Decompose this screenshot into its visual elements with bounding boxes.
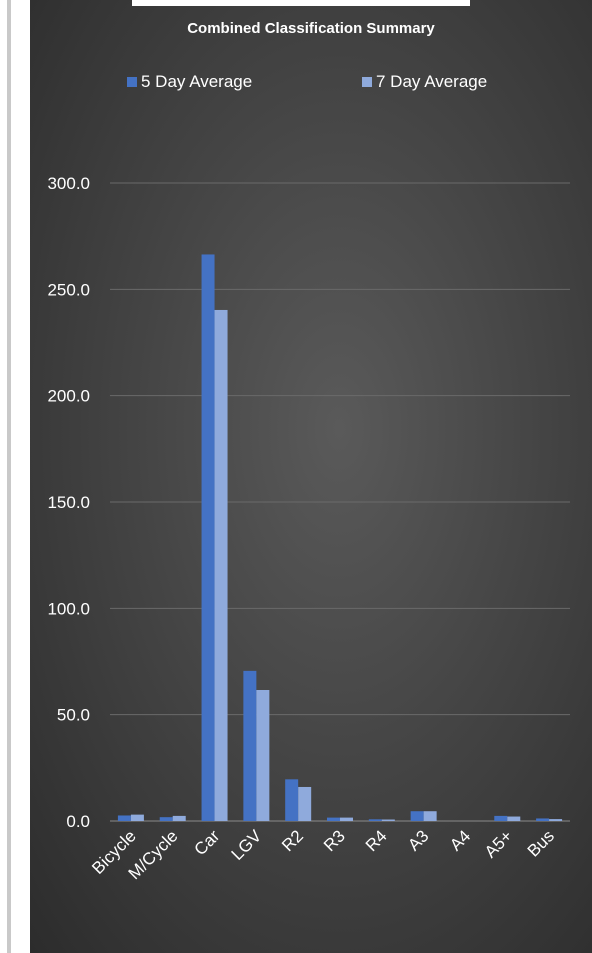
- bar-7-day: [214, 309, 228, 821]
- x-tick-label: R3: [320, 826, 349, 855]
- bar-7-day: [340, 817, 353, 821]
- bar-5-day: [285, 779, 299, 821]
- legend-item-5-day: 5 Day Average: [127, 72, 252, 92]
- y-tick-label: 150.0: [47, 493, 90, 512]
- bar-7-day: [507, 816, 521, 821]
- legend-swatch-7-day: [362, 77, 372, 87]
- left-border: [0, 0, 11, 953]
- bar-7-day: [256, 689, 270, 821]
- bar-5-day: [368, 819, 382, 821]
- x-tick-label: A3: [404, 826, 432, 854]
- x-tick-label: A5+: [481, 826, 516, 861]
- y-tick-label: 250.0: [47, 280, 90, 299]
- y-tick-label: 50.0: [57, 706, 90, 725]
- chart-title: Combined Classification Summary: [187, 20, 435, 37]
- bar-5-day: [494, 815, 508, 821]
- bar-7-day: [381, 819, 395, 821]
- title-bar: [132, 0, 470, 6]
- x-tick-label: LGV: [228, 826, 266, 864]
- bar-5-day: [117, 815, 131, 821]
- legend-item-7-day: 7 Day Average: [362, 72, 487, 92]
- bar-5-day: [536, 818, 550, 821]
- x-tick-label: A4: [446, 826, 474, 854]
- bar-5-day: [201, 254, 215, 821]
- bar-7-day: [423, 811, 437, 821]
- plot-area: 0.050.0100.0150.0200.0250.0300.0BicycleM…: [47, 174, 570, 883]
- bar-7-day: [130, 814, 144, 821]
- legend-label-5-day: 5 Day Average: [141, 72, 253, 91]
- bar-5-day: [410, 811, 424, 821]
- bar-7-day: [298, 786, 312, 821]
- bar-5-day: [243, 670, 257, 821]
- chart-area: Combined Classification Summary 5 Day Av…: [30, 0, 592, 953]
- bar-7-day: [549, 819, 563, 821]
- legend-label-7-day: 7 Day Average: [376, 72, 488, 91]
- x-tick-label: Bus: [524, 826, 558, 860]
- legend: 5 Day Average 7 Day Average: [30, 72, 592, 94]
- legend-swatch-5-day: [127, 77, 137, 87]
- bar-5-day: [159, 817, 173, 821]
- bar-5-day: [327, 817, 340, 821]
- y-tick-label: 0.0: [66, 812, 90, 831]
- x-tick-label: R2: [278, 826, 307, 855]
- y-tick-label: 100.0: [47, 599, 90, 618]
- x-tick-label: Car: [191, 826, 224, 859]
- x-tick-label: R4: [362, 826, 391, 855]
- bar-7-day: [172, 815, 186, 821]
- y-tick-label: 300.0: [47, 174, 90, 193]
- y-tick-label: 200.0: [47, 387, 90, 406]
